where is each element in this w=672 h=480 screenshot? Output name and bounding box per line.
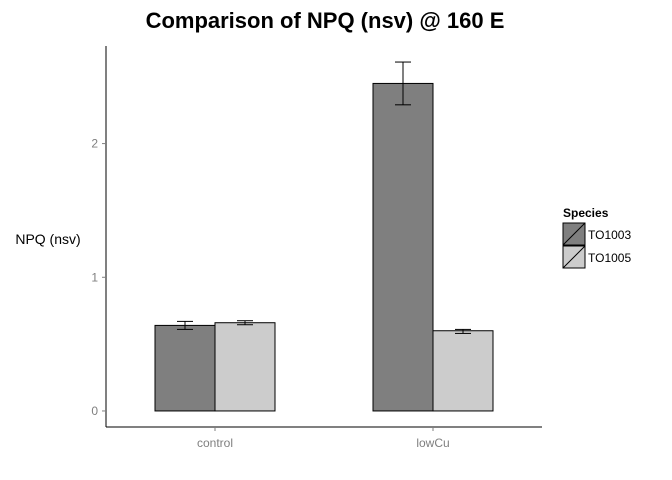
error-bars-layer	[177, 61, 471, 334]
x-tick-label: lowCu	[416, 436, 449, 450]
legend-swatch-slash	[562, 245, 586, 269]
legend-label: TO1003	[588, 228, 631, 242]
bars-layer	[154, 82, 494, 412]
bar-TO1003-lowCu	[372, 82, 434, 412]
chart-title: Comparison of NPQ (nsv) @ 160 E	[146, 8, 505, 33]
bar-TO1005-control	[214, 322, 276, 412]
x-tick-label: control	[197, 436, 233, 450]
y-axis-title: NPQ (nsv)	[15, 231, 80, 247]
y-tick-label: 0	[91, 404, 98, 418]
error-bar-TO1005-lowCu	[455, 328, 471, 334]
bar-TO1003-control	[154, 324, 216, 412]
legend-item-TO1003: TO1003	[562, 222, 631, 246]
error-bar-TO1003-lowCu	[395, 61, 411, 106]
y-axis-ticks: 0 1 2	[91, 137, 106, 418]
y-tick-label: 2	[91, 137, 98, 151]
legend-label: TO1005	[588, 251, 631, 265]
legend: Species TO1003 TO1005	[562, 206, 631, 269]
legend-title: Species	[563, 206, 609, 220]
legend-item-TO1005: TO1005	[562, 245, 631, 269]
x-axis-ticks: control lowCu	[197, 427, 450, 450]
error-bar-TO1003-control	[177, 320, 193, 330]
bar-TO1005-lowCu	[432, 330, 494, 412]
y-tick-label: 1	[91, 270, 98, 284]
legend-swatch-slash	[562, 222, 586, 246]
error-bar-TO1005-control	[237, 320, 253, 326]
plot-area: 0 1 2 control lowCu	[91, 46, 542, 450]
